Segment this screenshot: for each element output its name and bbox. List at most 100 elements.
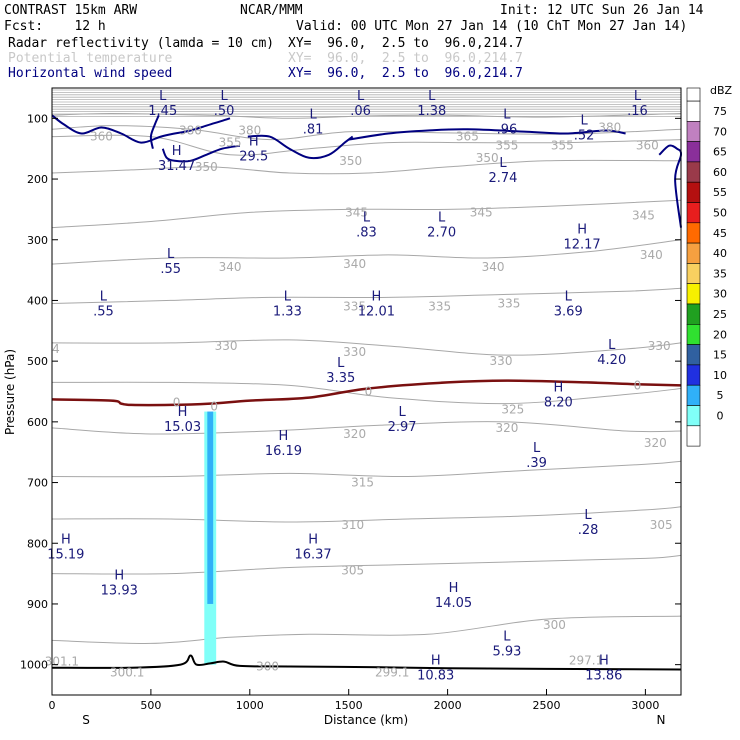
forecast-hour: Fcst: 12 h [4,19,106,34]
y-tick-label: 500 [27,355,48,368]
theta-contour-345 [51,199,682,229]
title: CONTRAST 15km ARW [4,3,138,18]
contour-label: 330 [490,354,513,368]
extremum-low-marker: L [584,508,592,523]
extremum-value: 8.20 [544,396,573,411]
y-tick-label: 1000 [20,659,48,672]
colorbar-unit: dBZ [710,84,733,97]
colorbar-swatch [686,141,701,163]
colorbar-level-label: 5 [717,389,724,402]
extremum-value: 2.70 [427,226,456,241]
theta-contour-330 [51,339,682,356]
colorbar-level-label: 15 [713,349,727,362]
extremum-value: 3.69 [554,304,583,319]
colorbar-level-label: 20 [713,328,727,341]
extremum-value: 14.05 [435,596,472,611]
extremum-value: 16.37 [294,547,331,562]
contour-label: 300 [543,618,566,632]
y-tick-label: 300 [27,234,48,247]
init-time: Init: 12 UTC Sun 26 Jan 14 [500,3,704,18]
colorbar-swatch [686,344,701,366]
colorbar-top-cap [686,87,701,102]
extremum-high-marker: H [279,429,289,444]
extremum-value: .39 [526,456,547,471]
extremum-value: 29.5 [239,150,268,165]
extremum-low-marker: L [337,356,345,371]
extremum-low-marker: L [580,113,588,128]
x-tick-label: 1500 [335,699,363,712]
contour-label: 335 [497,296,520,310]
theta-contour-335 [51,287,682,304]
wind-contour-20 [348,128,626,141]
colorbar-level-label: 75 [713,105,727,118]
extremum-low-marker: L [357,89,365,104]
colorbar-level-label: 40 [713,247,727,260]
extremum-value: 5.93 [492,644,521,659]
extremum-value: .16 [627,104,648,119]
theta-contour-310 [51,506,682,523]
colorbar-swatch [686,242,701,264]
extremum-high-marker: H [371,289,381,304]
reflectivity-layer [204,411,217,665]
contour-label: 380 [598,120,621,134]
extremum-value: 2.74 [489,171,518,186]
extremum-value: 4.20 [597,353,626,368]
x-end-label-south: S [82,713,90,727]
theta-contour-325 [51,381,682,405]
extremum-value: .83 [356,226,377,241]
contour-label: 345 [345,205,368,219]
contour-label: 330 [215,339,238,353]
zero-contour-line [51,379,682,407]
x-tick-label: 500 [140,699,161,712]
extremum-value: .06 [350,104,371,119]
theta-contour-315 [51,460,682,478]
contour-label: 335 [428,300,451,314]
extremum-high-marker: H [308,532,318,547]
extremum-low-marker: L [428,89,436,104]
extremum-value: 31.47 [158,159,195,174]
contour-label: 355 [219,136,242,150]
colorbar-swatch [686,202,701,224]
colorbar-swatch [686,263,701,284]
colorbar-level-label: 25 [713,308,727,321]
contour-label: 4 [52,342,60,356]
extremum-high-marker: H [577,223,587,238]
contour-label: 350 [339,154,362,168]
extremum-low-marker: L [634,89,642,104]
extremum-value: 13.93 [101,584,138,599]
colorbar-level-label: 60 [713,166,727,179]
contour-label: 355 [551,139,574,153]
colorbar-swatch [686,425,701,447]
reflectivity-column-10dbz [207,411,214,604]
contour-label: 0 [173,395,181,409]
contour-label: 360 [636,139,659,153]
contour-label: 299.1 [375,666,409,680]
extremum-value: 1.38 [417,104,446,119]
contour-label: 345 [470,205,493,219]
extremum-value: .55 [93,304,114,319]
contour-label: 380 [238,123,261,137]
contour-label: 320 [343,427,366,441]
extremum-high-marker: H [172,144,182,159]
extremum-value: 13.86 [585,669,622,684]
extremum-value: .96 [497,122,518,137]
contour-label: 297.1 [569,653,603,667]
colorbar-swatch [686,161,701,183]
contour-label: 325 [501,403,524,417]
axes: 0 500 1000 1500 2000 2500 30001002003004005006… [20,112,681,712]
terrain-line [51,654,682,671]
extremum-value: 3.35 [326,371,355,386]
extremum-low-marker: L [503,629,511,644]
wind-contour-segment [51,114,231,144]
extremum-low-marker: L [159,89,167,104]
contour-label: 301.1 [45,655,79,669]
colorbar-level-label: 30 [713,288,727,301]
x-end-label-north: N [657,713,666,727]
extremum-high-marker: H [61,532,71,547]
extremum-low-marker: L [100,289,108,304]
contour-label: 300 [256,659,279,673]
extremum-high-marker: H [599,654,609,669]
wind-contour-segment [658,144,683,228]
extremum-high-marker: H [178,405,188,420]
y-tick-label: 400 [27,294,48,307]
